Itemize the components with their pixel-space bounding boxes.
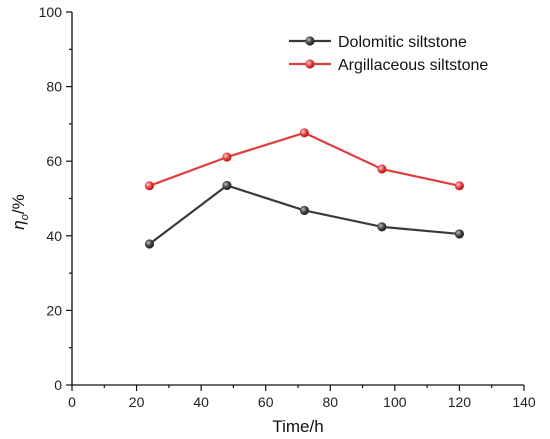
series-1 <box>144 180 465 249</box>
y-tick-label: 80 <box>46 79 62 95</box>
legend-item-2: Argillaceous siltstone <box>289 57 488 74</box>
data-point <box>377 222 387 232</box>
data-point <box>454 181 465 191</box>
data-point <box>222 180 232 191</box>
y-axis-title-subscript: o <box>19 214 31 220</box>
x-axis-title: Time/h <box>272 417 323 436</box>
data-point <box>454 229 465 239</box>
y-axis-title-symbol: η <box>9 220 28 229</box>
y-tick-label: 100 <box>39 4 63 20</box>
x-axis-ticks: 0 20 40 60 80 100 120 140 <box>68 385 536 410</box>
legend-label: Argillaceous siltstone <box>338 57 488 74</box>
y-axis-ticks: 0 20 40 60 80 100 <box>39 4 72 393</box>
y-axis-title: ηo/% <box>9 194 31 229</box>
x-tick-label: 80 <box>322 394 338 410</box>
y-tick-label: 0 <box>54 377 62 393</box>
series-2 <box>144 128 465 191</box>
data-point <box>222 152 232 162</box>
data-point <box>144 181 155 191</box>
data-point <box>144 239 155 249</box>
series-line <box>149 131 460 187</box>
y-axis-title-unit: /% <box>9 194 28 214</box>
x-tick-label: 100 <box>383 394 407 410</box>
x-tick-label: 120 <box>448 394 472 410</box>
legend-label: Dolomitic siltstone <box>338 34 467 51</box>
series-layer <box>144 128 465 249</box>
y-tick-label: 60 <box>46 153 62 169</box>
data-point <box>377 164 387 174</box>
legend: Dolomitic siltstone Argillaceous siltston… <box>289 34 488 74</box>
legend-item-1: Dolomitic siltstone <box>289 34 467 51</box>
x-tick-label: 0 <box>68 394 76 410</box>
legend-marker <box>305 36 315 46</box>
x-tick-label: 60 <box>258 394 274 410</box>
x-tick-label: 20 <box>129 394 145 410</box>
data-point <box>299 205 310 216</box>
y-tick-label: 20 <box>46 302 62 318</box>
y-tick-label: 40 <box>46 228 62 244</box>
data-point <box>299 128 310 138</box>
x-tick-label: 40 <box>193 394 209 410</box>
x-tick-label: 140 <box>512 394 536 410</box>
legend-marker <box>305 59 315 69</box>
